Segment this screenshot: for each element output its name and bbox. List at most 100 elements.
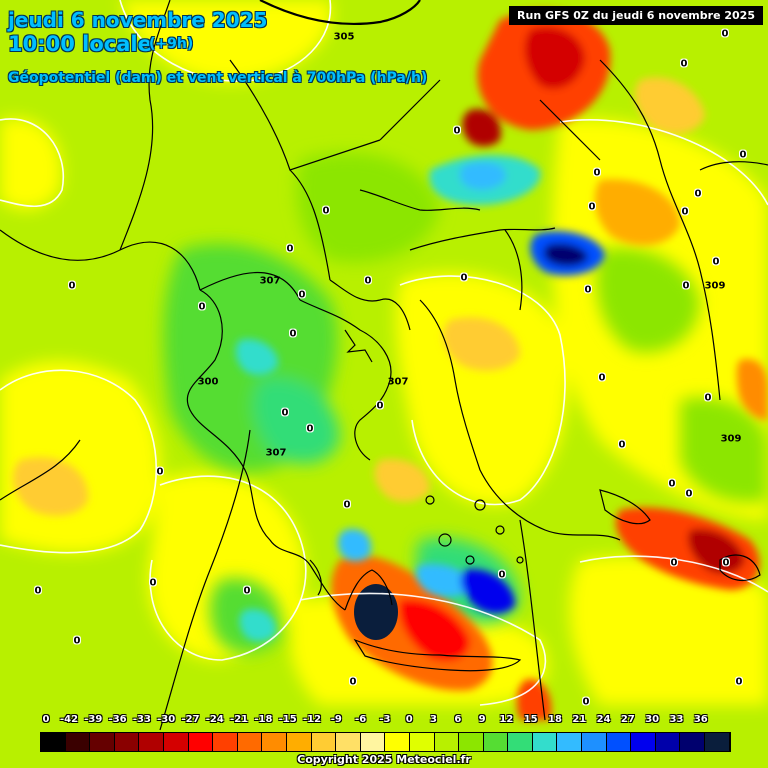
isoline-label: 0 bbox=[349, 676, 357, 688]
color-bar bbox=[40, 732, 731, 752]
isoline-label: 0 bbox=[149, 577, 157, 589]
geopotential-label: 309 bbox=[720, 433, 742, 445]
legend-swatch bbox=[459, 733, 484, 751]
legend-tick-label: 27 bbox=[620, 714, 635, 725]
legend-tick-label: -21 bbox=[230, 714, 249, 725]
legend-swatch bbox=[41, 733, 66, 751]
copyright: Copyright 2025 Meteociel.fr bbox=[297, 753, 471, 766]
forecast-date: jeudi 6 novembre 2025 bbox=[8, 8, 268, 32]
legend-swatch bbox=[606, 733, 632, 751]
geopotential-label: 309 bbox=[704, 280, 726, 292]
legend-swatch bbox=[705, 733, 730, 751]
legend-swatch bbox=[114, 733, 140, 751]
legend-tick-label: 0 bbox=[405, 714, 413, 725]
legend-tick-label: 36 bbox=[693, 714, 708, 725]
legend-swatch bbox=[631, 733, 656, 751]
isoline-label: 0 bbox=[453, 125, 461, 137]
isoline-label: 0 bbox=[306, 423, 314, 435]
legend-tick-label: 30 bbox=[645, 714, 660, 725]
legend-tick-label: 3 bbox=[430, 714, 437, 725]
isoline-label: 0 bbox=[694, 188, 702, 200]
legend-swatch bbox=[286, 733, 312, 751]
isoline-label: 0 bbox=[681, 206, 689, 218]
isoline-label: 0 bbox=[498, 569, 506, 581]
isoline-label: 0 bbox=[682, 280, 690, 292]
isoline-label: 0 bbox=[722, 557, 730, 569]
isoline-label: 0 bbox=[460, 272, 468, 284]
isoline-label: 0 bbox=[618, 439, 626, 451]
legend-tick-label: -12 bbox=[302, 714, 322, 725]
legend-tick-label: -24 bbox=[205, 714, 224, 725]
legend-swatch bbox=[139, 733, 164, 751]
forecast-offset: (+9h) bbox=[149, 36, 194, 52]
parameter-description: Géopotentiel (dam) et vent vertical à 70… bbox=[8, 70, 428, 86]
legend-swatch bbox=[557, 733, 583, 751]
legend-tick-label: 9 bbox=[478, 714, 486, 725]
legend-swatch bbox=[213, 733, 238, 751]
legend-swatch bbox=[311, 733, 337, 751]
isoline-label: 0 bbox=[670, 557, 678, 569]
isoline-label: 0 bbox=[376, 400, 384, 412]
legend-swatch bbox=[385, 733, 410, 751]
legend-swatch bbox=[680, 733, 706, 751]
legend-tick-label: -36 bbox=[108, 714, 127, 725]
legend-tick-label: -9 bbox=[330, 714, 342, 725]
isoline-label: 0 bbox=[243, 585, 251, 597]
legend-swatch bbox=[188, 733, 214, 751]
isoline-label: 0 bbox=[598, 372, 606, 384]
legend-swatch bbox=[409, 733, 435, 751]
isoline-label: 0 bbox=[286, 243, 294, 255]
legend-tick-label: 21 bbox=[572, 714, 587, 725]
isoline-label: 0 bbox=[704, 392, 712, 404]
legend-swatch bbox=[336, 733, 361, 751]
isoline-label: 0 bbox=[34, 585, 42, 597]
legend-tick-label: 15 bbox=[523, 714, 538, 725]
legend-swatch bbox=[237, 733, 263, 751]
legend-tick-label: 0 bbox=[42, 714, 50, 725]
legend-swatch bbox=[262, 733, 287, 751]
isoline-label: 0 bbox=[156, 466, 164, 478]
legend-tick-label: -30 bbox=[157, 714, 176, 725]
run-info: Run GFS 0Z du jeudi 6 novembre 2025 bbox=[509, 6, 763, 25]
isoline-label: 0 bbox=[582, 696, 590, 708]
legend-tick-label: -42 bbox=[59, 714, 79, 725]
legend-swatch bbox=[434, 733, 460, 751]
color-scale-legend: 0 -42 -39 -36 -33 -30 -27 -24 -21 -18 -15 -12 -9 -6 -3… bbox=[0, 710, 768, 768]
isoline-label: 0 bbox=[721, 28, 729, 40]
isoline-label: 0 bbox=[588, 201, 596, 213]
legend-swatch bbox=[163, 733, 189, 751]
legend-tick-label: 24 bbox=[596, 714, 611, 725]
isoline-label: 0 bbox=[73, 635, 81, 647]
legend-tick-label: -15 bbox=[278, 714, 297, 725]
isoline-label: 0 bbox=[685, 488, 693, 500]
isoline-label: 0 bbox=[343, 499, 351, 511]
geopotential-label: 305 bbox=[333, 31, 355, 43]
legend-tick-label: 12 bbox=[499, 714, 514, 725]
isoline-label: 0 bbox=[322, 205, 330, 217]
legend-tick-label: -39 bbox=[84, 714, 103, 725]
legend-swatch bbox=[655, 733, 681, 751]
isoline-label: 0 bbox=[584, 284, 592, 296]
isoline-label: 0 bbox=[298, 289, 306, 301]
geopotential-label: 307 bbox=[387, 376, 409, 388]
legend-tick-label: 6 bbox=[454, 714, 462, 725]
legend-tick-label: -27 bbox=[181, 714, 200, 725]
isoline-label: 0 bbox=[198, 301, 206, 313]
legend-tick-label: 33 bbox=[669, 714, 684, 725]
geopotential-label: 307 bbox=[265, 447, 287, 459]
legend-tick-label: -3 bbox=[379, 714, 391, 725]
legend-swatch bbox=[508, 733, 533, 751]
isoline-label: 0 bbox=[735, 676, 743, 688]
isoline-label: 0 bbox=[593, 167, 601, 179]
isoline-label: 0 bbox=[680, 58, 688, 70]
geopotential-label: 300 bbox=[197, 376, 219, 388]
legend-swatch bbox=[532, 733, 558, 751]
legend-tick-label: -18 bbox=[254, 714, 273, 725]
legend-swatch bbox=[483, 733, 509, 751]
geopotential-label: 307 bbox=[259, 275, 281, 287]
isoline-label: 0 bbox=[289, 328, 297, 340]
isoline-label: 0 bbox=[712, 256, 720, 268]
legend-tick-label: 18 bbox=[548, 714, 562, 725]
isoline-label: 0 bbox=[364, 275, 372, 287]
